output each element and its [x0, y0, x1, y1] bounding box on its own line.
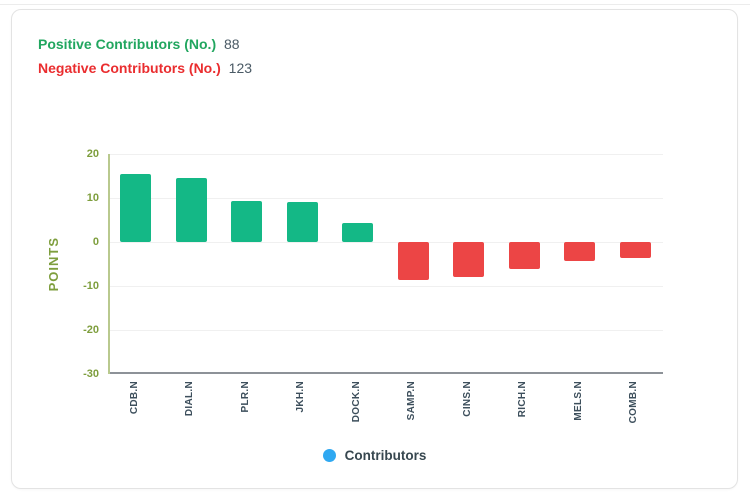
x-tick-label: DOCK.N	[350, 381, 362, 423]
gridline	[108, 242, 663, 243]
x-tick-label: CINS.N	[461, 381, 473, 417]
x-axis-line	[108, 372, 663, 374]
chart-bar-PLR.N[interactable]	[231, 201, 263, 242]
x-tick-label: JKH.N	[295, 381, 307, 413]
y-tick-label: 10	[86, 192, 99, 204]
x-tick-label: PLR.N	[239, 381, 251, 413]
chart-bar-SAMP.N[interactable]	[397, 242, 429, 280]
positive-contributors-value: 88	[224, 36, 240, 52]
negative-contributors-label: Negative Contributors (No.)	[38, 60, 221, 76]
chart-bar-JKH.N[interactable]	[286, 201, 318, 242]
x-tick-label: COMB.N	[628, 381, 640, 424]
positive-contributors-label: Positive Contributors (No.)	[38, 36, 217, 52]
negative-contributors-value: 123	[228, 60, 253, 76]
x-tick-label: CDB.N	[128, 381, 140, 415]
y-tick-label: 0	[92, 236, 99, 248]
gridline	[108, 154, 663, 155]
summary-block: Positive Contributors (No.) 88 Negative …	[38, 37, 252, 85]
chart-bar-DOCK.N[interactable]	[342, 223, 374, 242]
gridline	[108, 286, 663, 287]
bar-chart-plot-area: POINTS 20 10 0 -10 -20 -30 CDB.N DIAL.N PLR.N JKH…	[46, 148, 663, 423]
x-tick-label: MELS.N	[572, 381, 584, 421]
y-tick-label: -30	[83, 368, 99, 380]
chart-bar-DIAL.N[interactable]	[175, 178, 207, 242]
x-tick-label: SAMP.N	[406, 381, 418, 421]
top-divider	[0, 4, 750, 5]
positive-contributors-line: Positive Contributors (No.) 88	[38, 37, 252, 52]
gridline	[108, 198, 663, 199]
chart-bar-CINS.N[interactable]	[453, 242, 485, 277]
chart-bar-RICH.N[interactable]	[508, 242, 540, 269]
x-tick-label: DIAL.N	[184, 381, 196, 417]
legend-dot-icon	[322, 449, 336, 462]
y-tick-label: 20	[86, 148, 99, 160]
y-axis-title: POINTS	[46, 236, 61, 292]
y-tick-label: -10	[83, 280, 99, 292]
chart-bar-MELS.N[interactable]	[564, 242, 596, 262]
chart-bar-CDB.N[interactable]	[120, 173, 152, 242]
gridline	[108, 330, 663, 331]
y-axis-line	[108, 154, 110, 374]
contributors-card: Positive Contributors (No.) 88 Negative …	[11, 9, 738, 489]
y-tick-label: -20	[83, 324, 99, 336]
chart-legend[interactable]: Contributors	[12, 448, 737, 463]
y-axis-title-wrap: POINTS	[46, 154, 61, 374]
legend-label: Contributors	[344, 448, 427, 463]
negative-contributors-line: Negative Contributors (No.) 123	[38, 61, 252, 76]
x-tick-label: RICH.N	[517, 381, 529, 418]
chart-bar-COMB.N[interactable]	[619, 242, 651, 258]
